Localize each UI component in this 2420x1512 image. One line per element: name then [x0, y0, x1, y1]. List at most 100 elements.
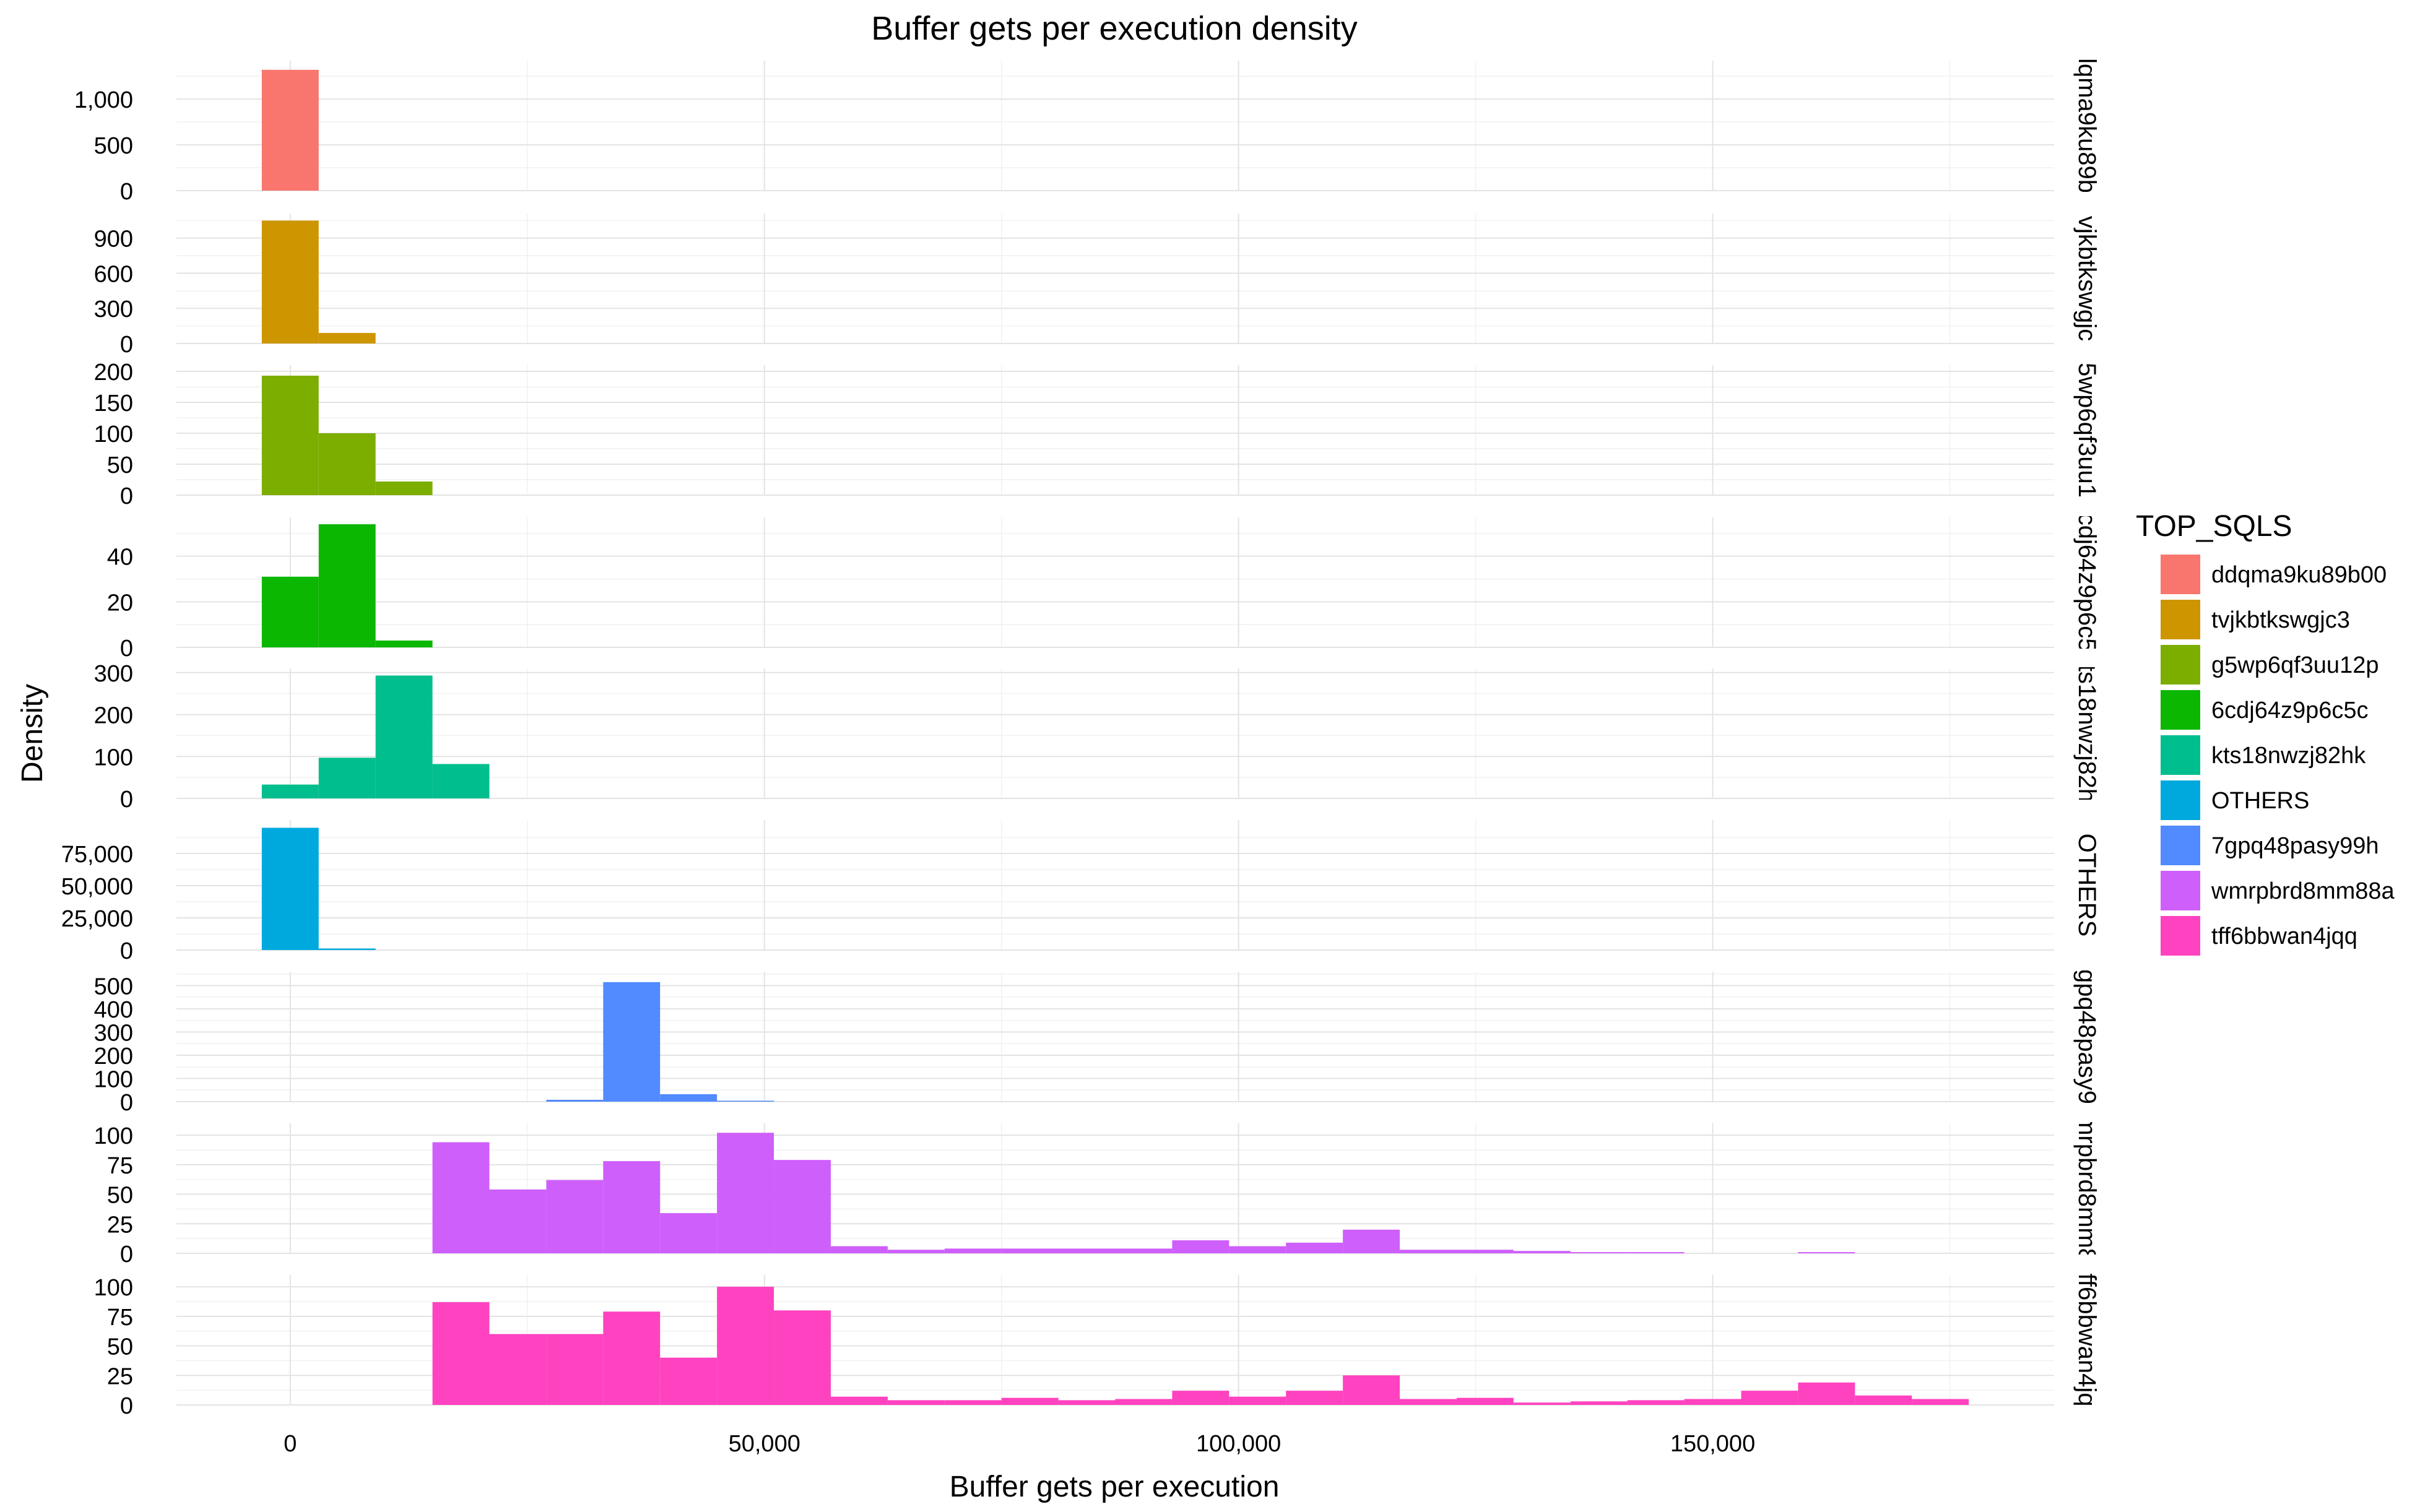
histogram-bar: [944, 1248, 1002, 1253]
legend-swatch: [2161, 826, 2200, 865]
y-tick-label: 900: [94, 227, 133, 253]
y-tick-label: 0: [120, 332, 133, 358]
x-tick-label: 100,000: [1196, 1431, 1281, 1457]
histogram-bar: [717, 1100, 774, 1102]
histogram-bar: [1343, 1375, 1400, 1405]
y-tick-label: 75,000: [61, 842, 133, 868]
histogram-bar: [1570, 1252, 1628, 1253]
legend-swatch: [2161, 780, 2200, 820]
x-axis: 0 50,000 100,000 150,000: [284, 1431, 1755, 1457]
histogram-bar: [1286, 1391, 1343, 1405]
y-tick-label: 300: [94, 296, 133, 322]
histogram-bar: [432, 1142, 490, 1253]
y-tick-label: 75: [107, 1153, 133, 1179]
histogram-bar: [830, 1246, 888, 1253]
legend-swatch: [2161, 555, 2200, 594]
histogram-bar: [1741, 1391, 1798, 1405]
histogram-bar: [1684, 1399, 1741, 1405]
legend-label: 7gpq48pasy99h: [2211, 833, 2379, 859]
y-tick-label: 0: [120, 1242, 133, 1268]
histogram-bar: [375, 675, 433, 798]
legend-label: wmrpbrd8mm88a: [2211, 878, 2395, 904]
facet-panel-g5wp6qf3uu12p: 0 50 100 150 200 5wp6qf3uu1: [94, 360, 2101, 509]
histogram-bar: [603, 1311, 661, 1405]
facet-panel-ddqma9ku89b00: 0 500 1,000 lqma9ku89b: [74, 58, 2101, 205]
y-tick-label: 0: [120, 483, 133, 509]
y-tick-label: 200: [94, 1043, 133, 1069]
histogram-bar: [1513, 1251, 1571, 1253]
histogram-bar: [261, 376, 319, 495]
histogram-bar: [375, 640, 433, 647]
y-axis-label: Density: [16, 684, 49, 783]
y-tick-label: 50: [107, 1183, 133, 1209]
y-tick-label: 50,000: [61, 874, 133, 900]
facet-strip-label: OTHERS: [2073, 834, 2101, 937]
histogram-bar: [1627, 1252, 1685, 1253]
histogram-bar: [318, 758, 376, 798]
y-tick-label: 300: [94, 661, 133, 687]
y-tick-label: 0: [120, 938, 133, 964]
y-tick-label: 300: [94, 1021, 133, 1047]
histogram-bar: [546, 1334, 604, 1405]
y-tick-label: 400: [94, 997, 133, 1023]
legend-label: tff6bbwan4jqq: [2211, 923, 2357, 949]
legend-swatch: [2161, 916, 2200, 956]
facet-strip-label: lqma9ku89b: [2073, 58, 2101, 193]
legend-swatch: [2161, 600, 2200, 639]
histogram-bar: [1001, 1248, 1059, 1253]
histogram-bar: [1400, 1399, 1457, 1405]
legend-swatch: [2161, 645, 2200, 685]
histogram-bar: [774, 1160, 831, 1253]
legend-label: ddqma9ku89b00: [2211, 562, 2387, 588]
facet-panel-6cdj64z9p6c5c: 0 20 40 cdj64z9p6c5: [107, 516, 2101, 662]
histogram-bar: [660, 1357, 718, 1405]
histogram-bar: [1058, 1248, 1116, 1253]
y-tick-label: 100: [94, 1067, 133, 1093]
histogram-bar: [717, 1287, 774, 1405]
legend-label: tvjkbtkswgjc3: [2211, 607, 2350, 633]
facet-panel-kts18nwzj82hk: 0 100 200 300 ts18nwzj82h: [94, 661, 2101, 813]
histogram-bar: [1627, 1400, 1685, 1405]
x-tick-label: 150,000: [1670, 1431, 1755, 1457]
y-tick-label: 50: [107, 1334, 133, 1360]
legend-swatch: [2161, 735, 2200, 775]
histogram-bar: [660, 1094, 718, 1102]
y-tick-label: 0: [120, 787, 133, 813]
histogram-bar: [887, 1250, 945, 1253]
histogram-bar: [318, 433, 376, 495]
legend-label: 6cdj64z9p6c5c: [2211, 698, 2369, 724]
legend-label: g5wp6qf3uu12p: [2211, 652, 2379, 678]
legend-title: TOP_SQLS: [2136, 510, 2292, 543]
facet-panel-wmrpbrd8mm88a: 0 25 50 75 100 mrpbrd8mm8: [94, 1122, 2101, 1268]
y-tick-label: 25,000: [61, 906, 133, 932]
y-tick-label: 75: [107, 1305, 133, 1331]
y-tick-label: 0: [120, 179, 133, 205]
legend-swatch: [2161, 690, 2200, 730]
histogram-bar: [1456, 1250, 1514, 1253]
histogram-bar: [1115, 1399, 1173, 1405]
y-tick-label: 1,000: [74, 87, 133, 113]
histogram-bar: [1229, 1246, 1286, 1253]
histogram-bar: [546, 1180, 604, 1253]
histogram-bar: [1286, 1242, 1343, 1253]
histogram-bar: [261, 220, 319, 343]
histogram-bar: [318, 948, 376, 950]
histogram-bar: [1855, 1395, 1912, 1405]
y-tick-label: 500: [94, 133, 133, 159]
histogram-bar: [830, 1396, 888, 1405]
facet-strip-label: ts18nwzj82h: [2073, 665, 2101, 802]
histogram-bar: [1172, 1391, 1230, 1405]
x-axis-label: Buffer gets per execution: [950, 1471, 1280, 1503]
facet-strip-label: 5wp6qf3uu1: [2073, 363, 2101, 498]
x-tick-label: 0: [284, 1431, 297, 1457]
y-tick-label: 100: [94, 745, 133, 771]
y-tick-label: 600: [94, 261, 133, 287]
histogram-bar: [261, 69, 319, 191]
histogram-bar: [1115, 1248, 1173, 1253]
histogram-bar: [1001, 1398, 1059, 1405]
facet-strip-label: gpq48pasy9: [2073, 969, 2101, 1104]
facet-strip-label: ff6bbwan4jq: [2073, 1274, 2101, 1407]
legend-items: ddqma9ku89b00 tvjkbtkswgjc3 g5wp6qf3uu12p 6…: [2161, 555, 2395, 956]
histogram-bar: [489, 1334, 547, 1405]
